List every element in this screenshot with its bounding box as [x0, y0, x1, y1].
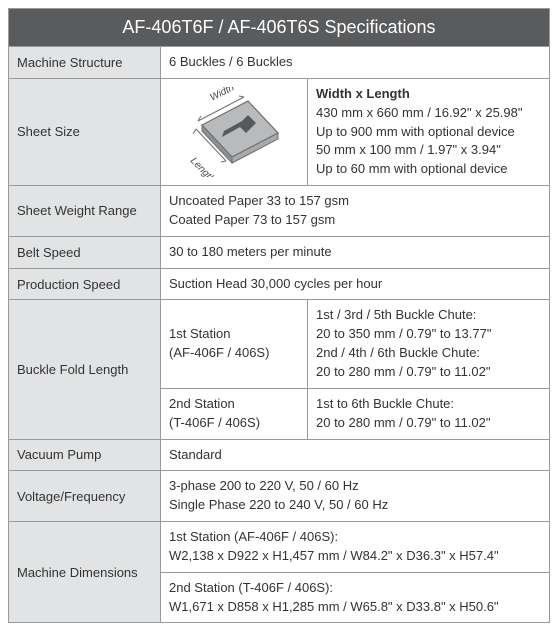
row-production-speed: Production Speed Suction Head 30,000 cyc…	[9, 268, 550, 300]
buckle-station2-value: 1st to 6th Buckle Chute: 20 to 280 mm / …	[308, 388, 550, 439]
row-buckle-fold-1: Buckle Fold Length 1st Station (AF-406F …	[9, 300, 550, 388]
row-machine-structure: Machine Structure 6 Buckles / 6 Buckles	[9, 47, 550, 79]
value-vacuum-pump: Standard	[161, 439, 550, 471]
row-belt-speed: Belt Speed 30 to 180 meters per minute	[9, 236, 550, 268]
value-sheet-size: Width x Length 430 mm x 660 mm / 16.92" …	[308, 78, 550, 185]
label-buckle-fold: Buckle Fold Length	[9, 300, 161, 439]
row-voltage: Voltage/Frequency 3-phase 200 to 220 V, …	[9, 471, 550, 522]
diagram-width-label: Width	[208, 87, 236, 104]
label-sheet-size: Sheet Size	[9, 78, 161, 185]
sheet-size-heading: Width x Length	[316, 86, 410, 101]
buckle-station2-name: 2nd Station (T-406F / 406S)	[161, 388, 308, 439]
label-machine-structure: Machine Structure	[9, 47, 161, 79]
label-voltage: Voltage/Frequency	[9, 471, 161, 522]
buckle-station1-name: 1st Station (AF-406F / 406S)	[161, 300, 308, 388]
value-belt-speed: 30 to 180 meters per minute	[161, 236, 550, 268]
row-dimensions-1: Machine Dimensions 1st Station (AF-406F …	[9, 522, 550, 573]
value-sheet-weight: Uncoated Paper 33 to 157 gsm Coated Pape…	[161, 186, 550, 237]
value-dimensions-1: 1st Station (AF-406F / 406S): W2,138 x D…	[161, 522, 550, 573]
value-production-speed: Suction Head 30,000 cycles per hour	[161, 268, 550, 300]
diagram-length-label: Length	[188, 155, 217, 177]
sheet-size-diagram-cell: Width Length	[161, 78, 308, 185]
label-dimensions: Machine Dimensions	[9, 522, 161, 623]
table-title: AF-406T6F / AF-406T6S Specifications	[9, 9, 550, 47]
value-voltage: 3-phase 200 to 220 V, 50 / 60 Hz Single …	[161, 471, 550, 522]
value-dimensions-2: 2nd Station (T-406F / 406S): W1,671 x D8…	[161, 572, 550, 623]
label-vacuum-pump: Vacuum Pump	[9, 439, 161, 471]
sheet-diagram-icon: Width Length	[170, 87, 298, 177]
label-belt-speed: Belt Speed	[9, 236, 161, 268]
row-vacuum-pump: Vacuum Pump Standard	[9, 439, 550, 471]
row-sheet-weight: Sheet Weight Range Uncoated Paper 33 to …	[9, 186, 550, 237]
label-sheet-weight: Sheet Weight Range	[9, 186, 161, 237]
row-sheet-size: Sheet Size Width Length Width x Length 4…	[9, 78, 550, 185]
spec-table: AF-406T6F / AF-406T6S Specifications Mac…	[8, 8, 550, 623]
label-production-speed: Production Speed	[9, 268, 161, 300]
value-machine-structure: 6 Buckles / 6 Buckles	[161, 47, 550, 79]
buckle-station1-value: 1st / 3rd / 5th Buckle Chute: 20 to 350 …	[308, 300, 550, 388]
